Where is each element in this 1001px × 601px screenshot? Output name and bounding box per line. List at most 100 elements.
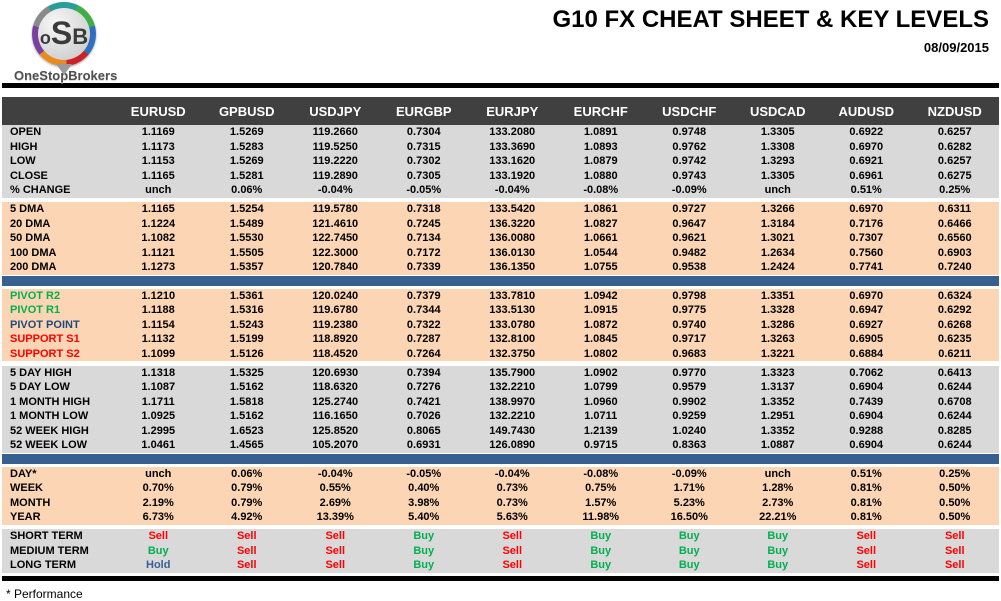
table-cell: Sell	[856, 559, 877, 572]
column-header-eurjpy: EURJPY	[486, 103, 539, 119]
table-cell: 5.23%	[673, 496, 705, 509]
table-cell: 0.6311	[938, 203, 972, 216]
table-cell: 0.6961	[849, 169, 884, 182]
table-cell: 0.9798	[672, 289, 707, 302]
table-cell: 1.3323	[760, 366, 795, 379]
table-cell: 0.70%	[142, 482, 174, 495]
table-cell: 0.50%	[939, 511, 971, 524]
table-row: WEEK 0.70% 0.79% 0.55% 0.40% 0.73% 0.75% 1.71% 1…	[2, 481, 999, 496]
table-row: 5 DMA 1.1165 1.5254 119.5780 0.7318 133.5420 1…	[2, 202, 999, 217]
table-cell: 0.7741	[849, 261, 884, 274]
section-performance: DAY* unch 0.06% -0.04% -0.05% -0.04% -0.08% -0.…	[2, 466, 999, 525]
table-cell: 0.8285	[937, 424, 972, 437]
table-cell: 0.6931	[406, 439, 441, 452]
table-cell: 1.5269	[229, 155, 264, 168]
table-cell: 119.2220	[312, 155, 358, 168]
table-cell: 5.40%	[408, 511, 440, 524]
logo-letter: S	[50, 15, 73, 51]
table-cell: 135.7900	[489, 366, 536, 379]
row-label: MONTH	[10, 496, 51, 509]
table-cell: 0.6970	[849, 289, 884, 302]
table-cell: 1.1188	[141, 304, 175, 317]
table-cell: 0.25%	[939, 184, 971, 197]
table-row: 200 DMA 1.1273 1.5357 120.7840 0.7339 136.135…	[2, 260, 999, 275]
table-cell: 0.7421	[406, 395, 441, 408]
table-cell: -0.04%	[317, 184, 353, 197]
table-row: 5 DAY LOW 1.1087 1.5162 118.6320 0.7276 132.2…	[2, 380, 999, 395]
table-cell: 0.7134	[406, 232, 441, 245]
table-cell: 0.6244	[937, 410, 972, 423]
table-cell: 0.9743	[672, 169, 707, 182]
table-cell: 0.7172	[406, 246, 441, 259]
table-cell: Hold	[146, 559, 171, 572]
row-label: 52 WEEK LOW	[10, 439, 88, 452]
table-cell: 0.7287	[406, 333, 441, 346]
table-cell: 1.5489	[229, 217, 264, 230]
table-cell: 1.0891	[583, 126, 618, 139]
table-cell: 1.3263	[760, 333, 795, 346]
table-cell: 1.0755	[583, 261, 618, 274]
table-cell: 1.5530	[229, 232, 264, 245]
table-cell: 1.3266	[760, 203, 795, 216]
table-cell: 1.3286	[760, 318, 795, 331]
table-cell: 0.7318	[406, 203, 441, 216]
table-cell: 16.50%	[670, 511, 708, 524]
table-cell: 1.0711	[584, 410, 618, 423]
column-header-eurchf: EURCHF	[573, 103, 628, 119]
table-cell: 1.28%	[762, 482, 794, 495]
table-row: MONTH 2.19% 0.79% 2.69% 3.98% 0.73% 1.57% 5.23%…	[2, 496, 999, 511]
table-cell: 3.98%	[408, 496, 440, 509]
table-cell: -0.05%	[406, 184, 442, 197]
table-cell: 1.0872	[583, 318, 618, 331]
row-label: LOW	[10, 155, 36, 168]
table-cell: 0.06%	[231, 467, 263, 480]
table-cell: 136.0130	[489, 246, 536, 259]
table-cell: 1.5316	[229, 304, 264, 317]
table-cell: -0.09%	[671, 467, 707, 480]
table-cell: 1.5162	[229, 381, 264, 394]
table-cell: 1.0240	[672, 424, 707, 437]
table-cell: 1.0879	[583, 155, 618, 168]
fx-key-levels-table: EURUSD GPBUSD USDJPY EURGBP EURJPY EURCHF USDC…	[2, 97, 999, 573]
table-cell: 0.6708	[937, 395, 972, 408]
table-cell: Sell	[944, 559, 965, 572]
table-cell: 1.2951	[760, 410, 795, 423]
page-title: G10 FX CHEAT SHEET & KEY LEVELS	[552, 6, 989, 33]
table-cell: 1.3137	[760, 381, 795, 394]
row-label: 50 DMA	[10, 232, 51, 245]
table-cell: 0.6905	[849, 333, 884, 346]
table-cell: 1.1169	[141, 126, 175, 139]
table-cell: unch	[764, 467, 791, 480]
table-cell: 1.5162	[229, 410, 264, 423]
table-cell: 120.6930	[312, 366, 359, 379]
table-cell: 0.9770	[672, 366, 707, 379]
column-header-usdjpy: USDJPY	[309, 103, 362, 119]
table-cell: 0.7339	[406, 261, 441, 274]
table-cell: unch	[764, 184, 791, 197]
table-cell: 0.9259	[672, 410, 707, 423]
section-ohlc: OPEN 1.1169 1.5269 119.2660 0.7304 133.2080 1.…	[2, 125, 999, 198]
row-label: 20 DMA	[10, 217, 51, 230]
table-cell: Sell	[236, 559, 257, 572]
table-cell: Sell	[148, 530, 169, 543]
table-cell: 118.8920	[312, 333, 358, 346]
table-cell: 120.7840	[312, 261, 359, 274]
row-label: 5 DAY LOW	[10, 381, 70, 394]
table-cell: 1.0887	[760, 439, 795, 452]
table-cell: 0.7322	[406, 318, 441, 331]
column-header-gpbusd: GPBUSD	[218, 103, 275, 119]
table-cell: 0.40%	[408, 482, 440, 495]
table-cell: 1.6523	[229, 424, 264, 437]
performance-footnote: * Performance	[6, 586, 83, 601]
table-cell: 0.9715	[583, 439, 618, 452]
table-cell: Buy	[590, 530, 612, 543]
table-cell: -0.08%	[583, 184, 619, 197]
table-cell: Buy	[413, 559, 435, 572]
table-cell: 119.6780	[312, 304, 358, 317]
table-cell: 119.2890	[312, 169, 358, 182]
table-cell: 4.92%	[231, 511, 263, 524]
table-cell: 1.5283	[229, 140, 264, 153]
table-cell: 1.1153	[141, 155, 175, 168]
table-cell: 0.6921	[849, 155, 884, 168]
table-row: DAY* unch 0.06% -0.04% -0.05% -0.04% -0.08% -0.…	[2, 467, 999, 482]
